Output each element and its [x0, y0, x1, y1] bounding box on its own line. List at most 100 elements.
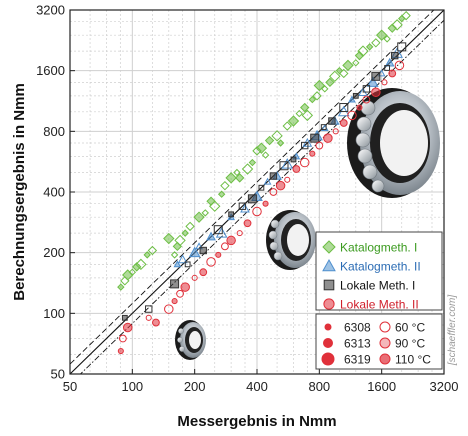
data-point [275, 180, 286, 191]
data-point [281, 158, 294, 169]
axis-ticks: 50 100 200 400 800 1600 3200 50 100 200 400 800 1600… [36, 3, 458, 395]
data-point [135, 258, 147, 271]
legend-label: Katalogmeth. I [340, 241, 417, 255]
data-point [221, 242, 229, 251]
series-legend: Katalogmeth. I Katalogmeth. II Lokale Meth… [315, 231, 443, 312]
data-point [362, 95, 371, 104]
data-point [163, 232, 175, 245]
data-point [279, 161, 289, 171]
data-point [255, 142, 268, 154]
data-point [321, 85, 329, 93]
data-point [145, 305, 153, 313]
data-point [362, 85, 371, 93]
data-point [185, 221, 195, 232]
size-marker-filled [323, 338, 333, 348]
data-point [299, 157, 310, 168]
data-point [225, 172, 237, 184]
data-point [271, 130, 283, 142]
legend-marker-square [323, 279, 335, 291]
data-point [284, 176, 291, 183]
data-point [375, 29, 388, 41]
data-point [147, 245, 158, 256]
legend-marker-triangle [322, 258, 336, 272]
data-point [209, 200, 221, 212]
data-point [276, 139, 285, 147]
data-point [193, 211, 205, 223]
data-point [312, 91, 322, 101]
source-credit: [schaeffler.com] [447, 295, 458, 366]
data-point [394, 60, 405, 71]
data-point [241, 163, 254, 175]
x-tick-label: 100 [121, 379, 143, 394]
data-point [323, 133, 333, 143]
data-point [263, 177, 272, 185]
data-point [145, 314, 152, 321]
temperature-label: 110 °C [395, 353, 431, 367]
data-point [226, 235, 236, 246]
data-point [247, 194, 257, 204]
y-tick-label: 200 [43, 245, 65, 260]
data-point [401, 10, 411, 21]
data-point [371, 38, 381, 48]
data-point [384, 65, 391, 71]
data-point [117, 347, 124, 355]
legend-marker-circle [323, 298, 335, 310]
data-point [269, 172, 278, 180]
data-point [329, 70, 341, 83]
data-point [171, 298, 178, 305]
data-point [213, 225, 223, 235]
data-point [325, 77, 335, 88]
data-point [356, 104, 363, 111]
data-point [206, 257, 216, 267]
size-legend: 6308 6313 6319 60 °C 90 °C 110 °C [315, 313, 443, 370]
data-point [366, 76, 379, 87]
data-point [313, 79, 326, 92]
data-point [397, 42, 407, 52]
data-point [236, 230, 243, 237]
x-tick-label: 400 [246, 379, 268, 394]
size-marker-filled [324, 323, 332, 331]
bearing-image-medium [266, 210, 316, 270]
data-point [170, 251, 179, 259]
data-point [282, 121, 292, 131]
data-point [348, 95, 356, 103]
temperature-marker [379, 321, 391, 333]
data-point [365, 43, 374, 51]
data-point [233, 168, 241, 177]
data-point [215, 251, 222, 258]
data-point [308, 95, 317, 104]
data-point [152, 318, 160, 327]
data-point [352, 92, 359, 99]
data-point [262, 200, 269, 207]
data-point [252, 206, 262, 217]
data-point [352, 59, 360, 67]
data-points [117, 10, 411, 355]
y-tick-label: 100 [43, 306, 65, 321]
data-point [264, 135, 275, 146]
bearing-size-label: 6313 [344, 337, 371, 351]
data-point [354, 50, 365, 61]
data-point [388, 69, 397, 78]
data-point [234, 173, 245, 183]
data-point [199, 246, 207, 255]
data-point [371, 87, 381, 98]
data-point [206, 231, 216, 241]
data-point [371, 71, 381, 81]
series-square [121, 42, 407, 321]
data-point [292, 165, 301, 173]
data-point [118, 334, 127, 343]
y-tick-label: 400 [43, 185, 65, 200]
data-point [176, 289, 184, 298]
data-point [301, 141, 309, 150]
data-point [243, 219, 252, 228]
data-point [258, 184, 265, 191]
data-point [310, 133, 320, 143]
x-tick-label: 1600 [367, 379, 396, 394]
data-point [381, 79, 388, 86]
x-tick-label: 800 [308, 379, 330, 394]
bearing-image-large [347, 88, 440, 198]
data-point [339, 119, 348, 127]
data-point [180, 282, 190, 292]
data-point [328, 117, 336, 125]
